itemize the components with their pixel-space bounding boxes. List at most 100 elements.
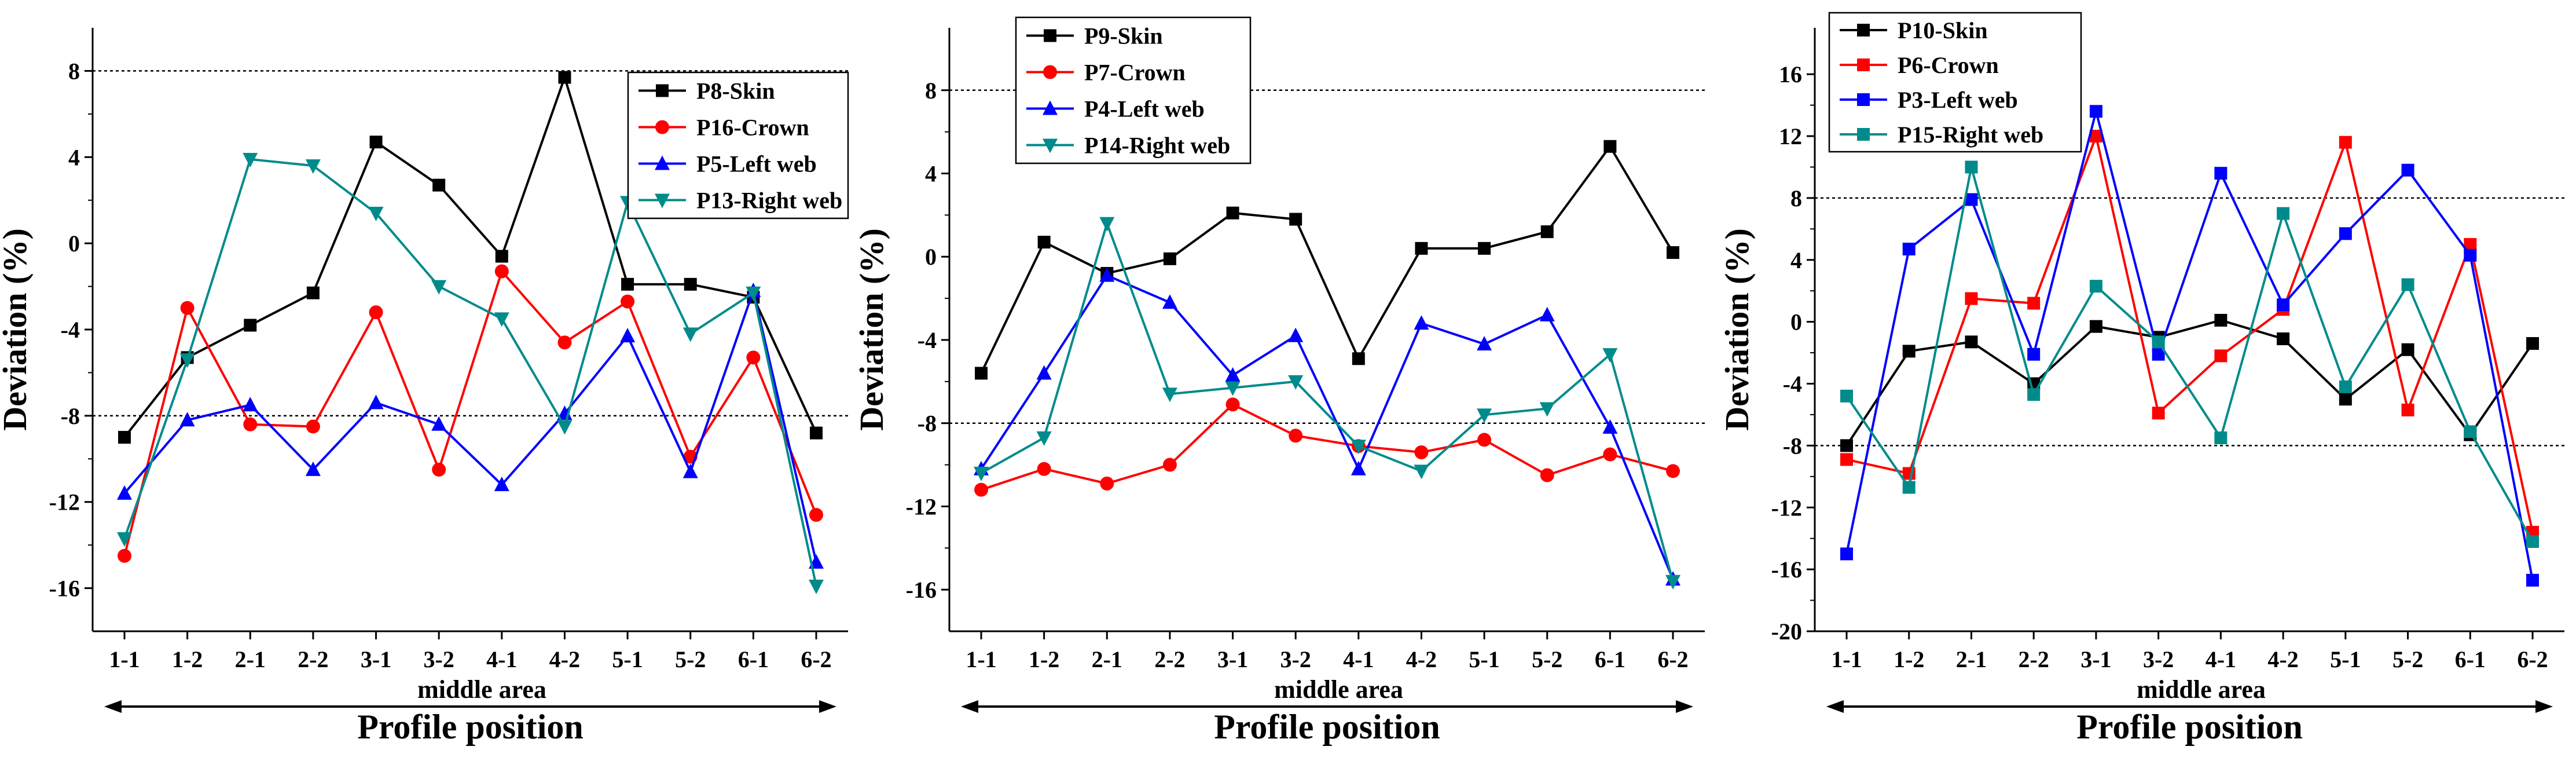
data-point [1477,408,1492,423]
data-point [431,416,447,431]
y-tick-label: 4 [1790,247,1802,273]
series-line [1845,166,2534,543]
data-point [1540,225,1554,239]
data-point [2089,130,2102,143]
series-line [123,290,817,563]
data-point [2214,167,2228,180]
series-p15-right-web [1840,160,2539,548]
data-point [243,153,258,168]
data-point [2027,297,2041,310]
data-point [1226,206,1239,219]
data-point [179,353,195,368]
legend-label: P16-Crown [696,115,809,141]
legend-marker [655,120,669,134]
legend: P9-Skin P7-Crown P4-Left web P14-Right web [1015,16,1252,164]
data-point [1840,547,1853,561]
data-point [369,305,383,320]
x-tick-label: 2-2 [298,646,328,672]
data-point [1414,315,1429,330]
data-point [1965,160,1978,174]
data-point [974,466,989,481]
x-tick-label: 4-2 [549,646,580,672]
data-point [368,394,384,409]
x-tick-label: 6-1 [738,646,769,672]
data-point [243,397,258,412]
x-tick-label: 3-2 [2143,646,2174,672]
data-point [1162,458,1177,472]
chart-panel-1: 8 4 0 -4 -8 -12 -16 1-1 1-2 2-1 2-2 3-1 3-2 4-1 4-2 5-1… [0,28,849,746]
data-point [2464,238,2477,251]
x-tick-label: 3-2 [1280,646,1311,672]
data-point [1036,365,1052,380]
data-point [2401,403,2414,416]
data-point [684,277,697,291]
series-line [123,158,817,587]
data-point [1225,367,1241,382]
x-tick-label: 4-2 [1406,646,1437,672]
x-axis-title: Profile position [1214,708,1440,746]
data-point [1965,193,1978,206]
legend-marker [1044,29,1056,42]
data-point [2526,337,2539,350]
data-point [2027,347,2041,361]
legend-label: P4-Left web [1084,96,1205,122]
y-tick-label: 12 [1779,123,1802,149]
data-point [1351,460,1366,475]
arrow-left-head [1826,700,1844,713]
data-point [180,301,195,315]
y-tick-label: 0 [1790,309,1802,335]
data-point [1902,345,1916,358]
legend-box [1828,12,2082,153]
arrow-left-head [104,700,122,713]
data-point [117,532,132,547]
x-tick-label: 6-1 [1595,646,1625,672]
data-point [809,508,823,522]
legend: P10-Skin P6-Crown P3-Left web P15-Right web [1828,12,2082,153]
data-point [1965,292,1978,305]
data-point [1099,267,1115,282]
data-point [2152,335,2165,349]
data-point [1477,336,1492,351]
y-tick-label: 0 [68,231,80,257]
data-point [1351,440,1366,455]
data-point [1602,419,1618,434]
data-point [1037,236,1051,249]
data-point [1225,381,1241,396]
legend-label: P7-Crown [1084,60,1186,86]
data-point [1666,464,1680,478]
data-point [2214,431,2228,445]
data-point [494,264,509,279]
legend-label: P14-Right web [1084,133,1230,159]
data-point [1840,453,1853,466]
data-point [1840,389,1853,403]
data-point [1289,429,1303,443]
series-line [980,145,1674,374]
arrow-left-head [961,700,978,713]
x-tick-label: 2-1 [235,646,266,672]
x-tick-label: 1-1 [966,646,996,672]
data-point [1352,352,1365,365]
x-tick-label: 3-2 [424,646,454,672]
data-point [306,419,320,434]
x-tick-label: 5-2 [1532,646,1562,672]
data-point [1902,481,1916,494]
x-axis-sublabel: middle area [417,675,546,704]
series-p4-left-web [974,267,1680,586]
series-line [1845,319,2534,447]
legend-marker [1043,138,1058,153]
x-tick-label: 1-2 [1029,646,1059,672]
data-point [2277,332,2290,346]
legend-marker [1857,93,1870,106]
data-point [1965,335,1978,349]
legend-label: P9-Skin [1084,23,1163,49]
data-point [1162,294,1177,309]
series-line [1845,110,2534,581]
data-point [1162,387,1177,403]
data-point [2401,343,2414,356]
data-point [1414,464,1429,480]
data-point [244,319,257,332]
data-point [2339,380,2352,393]
y-tick-label: -12 [1771,495,1802,521]
data-point [1539,306,1555,321]
data-point [118,431,131,444]
